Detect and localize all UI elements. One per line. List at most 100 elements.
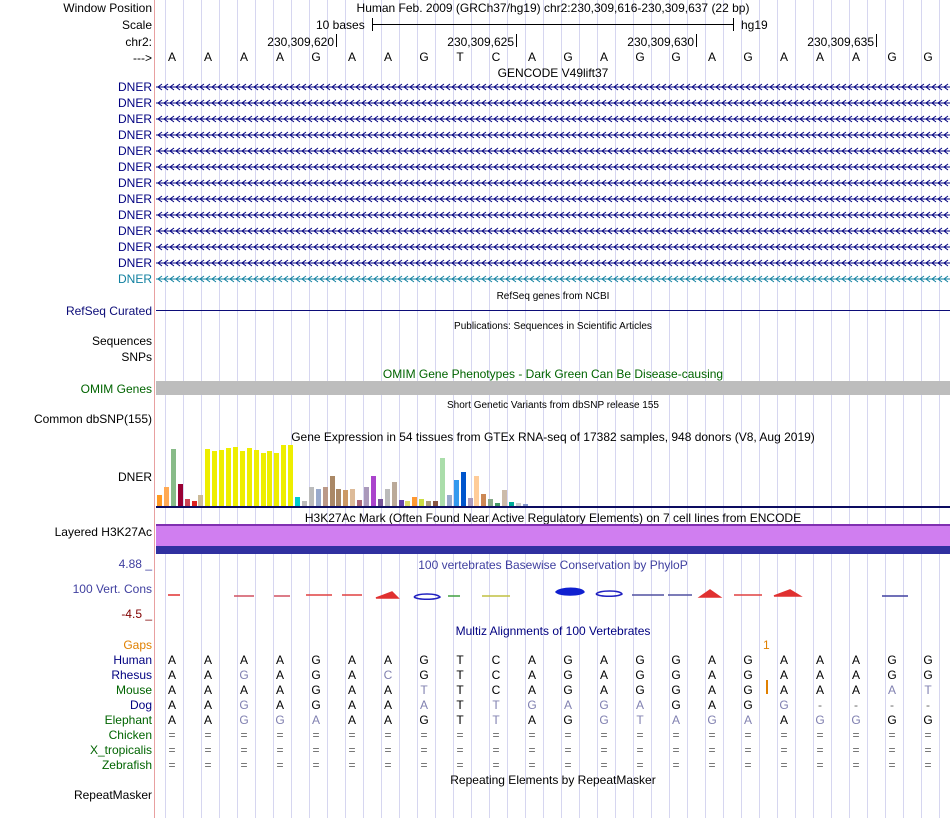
- omim-title[interactable]: OMIM Gene Phenotypes - Dark Green Can Be…: [382, 367, 724, 381]
- repeatmasker-title[interactable]: Repeating Elements by RepeatMasker: [450, 773, 656, 787]
- gencode-transcript-line[interactable]: [156, 178, 950, 188]
- gtex-tissue-bar[interactable]: [453, 480, 459, 506]
- h3k27ac-signal-bottom[interactable]: [156, 546, 950, 554]
- phylop-label[interactable]: 100 Vert. Cons: [72, 582, 152, 596]
- gtex-tissue-bar[interactable]: [488, 499, 494, 506]
- gtex-title[interactable]: Gene Expression in 54 tissues from GTEx …: [291, 430, 815, 444]
- species-label[interactable]: Dog: [129, 698, 152, 712]
- gtex-tissue-bar[interactable]: [522, 504, 528, 506]
- gtex-tissue-bar[interactable]: [377, 499, 383, 506]
- species-label[interactable]: Mouse: [115, 683, 152, 697]
- gtex-tissue-bar[interactable]: [288, 445, 294, 506]
- gencode-transcript-line[interactable]: [156, 242, 950, 252]
- gtex-tissue-bar[interactable]: [446, 495, 452, 506]
- gencode-transcript-line[interactable]: [156, 114, 950, 124]
- gencode-row-label[interactable]: DNER: [117, 128, 152, 142]
- gtex-tissue-bar[interactable]: [391, 482, 397, 506]
- gtex-tissue-bar[interactable]: [260, 453, 266, 506]
- gencode-row-label[interactable]: DNER: [117, 144, 152, 158]
- gtex-tissue-bar[interactable]: [198, 495, 204, 506]
- gencode-row-label[interactable]: DNER: [117, 160, 152, 174]
- gencode-row-label[interactable]: DNER: [117, 96, 152, 110]
- gtex-tissue-bar[interactable]: [405, 501, 411, 506]
- dbsnp-label[interactable]: Common dbSNP(155): [33, 412, 152, 426]
- publications-sequences-label[interactable]: Sequences: [91, 334, 152, 348]
- gencode-transcript-line[interactable]: [156, 226, 950, 236]
- gtex-tissue-bar[interactable]: [226, 448, 231, 506]
- gencode-row-label[interactable]: DNER: [117, 224, 152, 238]
- gtex-tissue-bar[interactable]: [253, 450, 259, 506]
- omim-feature-bar[interactable]: [156, 381, 950, 395]
- gencode-transcript-line[interactable]: [156, 194, 950, 204]
- gtex-tissue-bar[interactable]: [308, 487, 314, 506]
- gtex-tissue-bar[interactable]: [205, 449, 211, 506]
- gencode-row-label[interactable]: DNER: [117, 112, 152, 126]
- gtex-tissue-bar[interactable]: [370, 476, 376, 506]
- gencode-transcript-line[interactable]: [156, 130, 950, 140]
- gtex-tissue-bar[interactable]: [502, 490, 507, 506]
- omim-label[interactable]: OMIM Genes: [80, 382, 152, 396]
- gaps-label[interactable]: Gaps: [123, 638, 152, 652]
- gencode-transcript-line[interactable]: [156, 258, 950, 268]
- gtex-tissue-bar[interactable]: [426, 501, 432, 506]
- gencode-row-label[interactable]: DNER: [117, 208, 152, 222]
- gtex-tissue-bar[interactable]: [246, 448, 252, 506]
- gtex-tissue-bar[interactable]: [212, 451, 218, 506]
- gtex-tissue-bar[interactable]: [170, 449, 176, 506]
- species-label[interactable]: Rhesus: [111, 668, 152, 682]
- gencode-transcript-line[interactable]: [156, 98, 950, 108]
- gtex-tissue-bar[interactable]: [384, 489, 390, 506]
- gtex-tissue-bar[interactable]: [322, 487, 328, 506]
- species-label[interactable]: Human: [113, 653, 152, 667]
- h3k27ac-signal-fill[interactable]: [156, 526, 950, 546]
- h3k27ac-label[interactable]: Layered H3K27Ac: [54, 525, 152, 539]
- gencode-row-label[interactable]: DNER: [117, 176, 152, 190]
- gencode-title[interactable]: GENCODE V49lift37: [497, 66, 609, 80]
- multiz-title[interactable]: Multiz Alignments of 100 Vertebrates: [455, 624, 651, 638]
- gtex-tissue-bar[interactable]: [364, 487, 369, 506]
- refseq-label[interactable]: RefSeq Curated: [65, 304, 152, 318]
- gtex-tissue-bar[interactable]: [295, 497, 300, 506]
- gencode-row-label[interactable]: DNER: [117, 80, 152, 94]
- gtex-tissue-bar[interactable]: [336, 489, 342, 506]
- dbsnp-title[interactable]: Short Genetic Variants from dbSNP releas…: [447, 400, 659, 411]
- gtex-tissue-bar[interactable]: [281, 445, 287, 506]
- gencode-transcript-line[interactable]: [156, 162, 950, 172]
- gtex-tissue-bar[interactable]: [219, 450, 225, 506]
- gtex-tissue-bar[interactable]: [398, 500, 404, 506]
- gencode-row-label[interactable]: DNER: [117, 272, 152, 286]
- gtex-tissue-bar[interactable]: [495, 503, 501, 506]
- gtex-label[interactable]: DNER: [117, 470, 152, 484]
- gtex-tissue-bar[interactable]: [184, 499, 190, 506]
- gtex-tissue-bar[interactable]: [274, 453, 280, 506]
- phylop-logo[interactable]: [156, 584, 950, 606]
- gencode-transcript-line[interactable]: [156, 274, 950, 284]
- gtex-tissue-bar[interactable]: [191, 501, 197, 506]
- h3k27ac-title[interactable]: H3K27Ac Mark (Often Found Near Active Re…: [304, 511, 802, 525]
- repeatmasker-label[interactable]: RepeatMasker: [73, 788, 152, 802]
- gtex-tissue-bar[interactable]: [515, 503, 521, 506]
- species-label[interactable]: X_tropicalis: [89, 743, 152, 757]
- gtex-tissue-bar[interactable]: [481, 494, 487, 506]
- phylop-title[interactable]: 100 vertebrates Basewise Conservation by…: [418, 558, 688, 572]
- gencode-row-label[interactable]: DNER: [117, 192, 152, 206]
- species-label[interactable]: Elephant: [104, 713, 152, 727]
- species-label[interactable]: Zebrafish: [101, 758, 152, 772]
- gtex-tissue-bar[interactable]: [357, 500, 363, 506]
- gtex-tissue-bar[interactable]: [157, 495, 162, 506]
- gencode-row-label[interactable]: DNER: [117, 240, 152, 254]
- gtex-tissue-bar[interactable]: [232, 447, 238, 506]
- gencode-transcript-line[interactable]: [156, 82, 950, 92]
- species-label[interactable]: Chicken: [108, 728, 152, 742]
- gtex-tissue-bar[interactable]: [460, 472, 466, 506]
- gtex-tissue-bar[interactable]: [467, 498, 473, 506]
- gtex-tissue-bar[interactable]: [412, 497, 418, 506]
- gtex-tissue-bar[interactable]: [177, 484, 183, 506]
- h3k27ac-signal-top[interactable]: [156, 524, 950, 526]
- snps-label[interactable]: SNPs: [121, 350, 152, 364]
- gtex-tissue-bar[interactable]: [343, 490, 349, 506]
- gtex-tissue-bar[interactable]: [350, 489, 356, 506]
- gtex-tissue-bar[interactable]: [433, 501, 438, 506]
- gtex-tissue-bar[interactable]: [239, 451, 245, 506]
- gencode-transcript-line[interactable]: [156, 210, 950, 220]
